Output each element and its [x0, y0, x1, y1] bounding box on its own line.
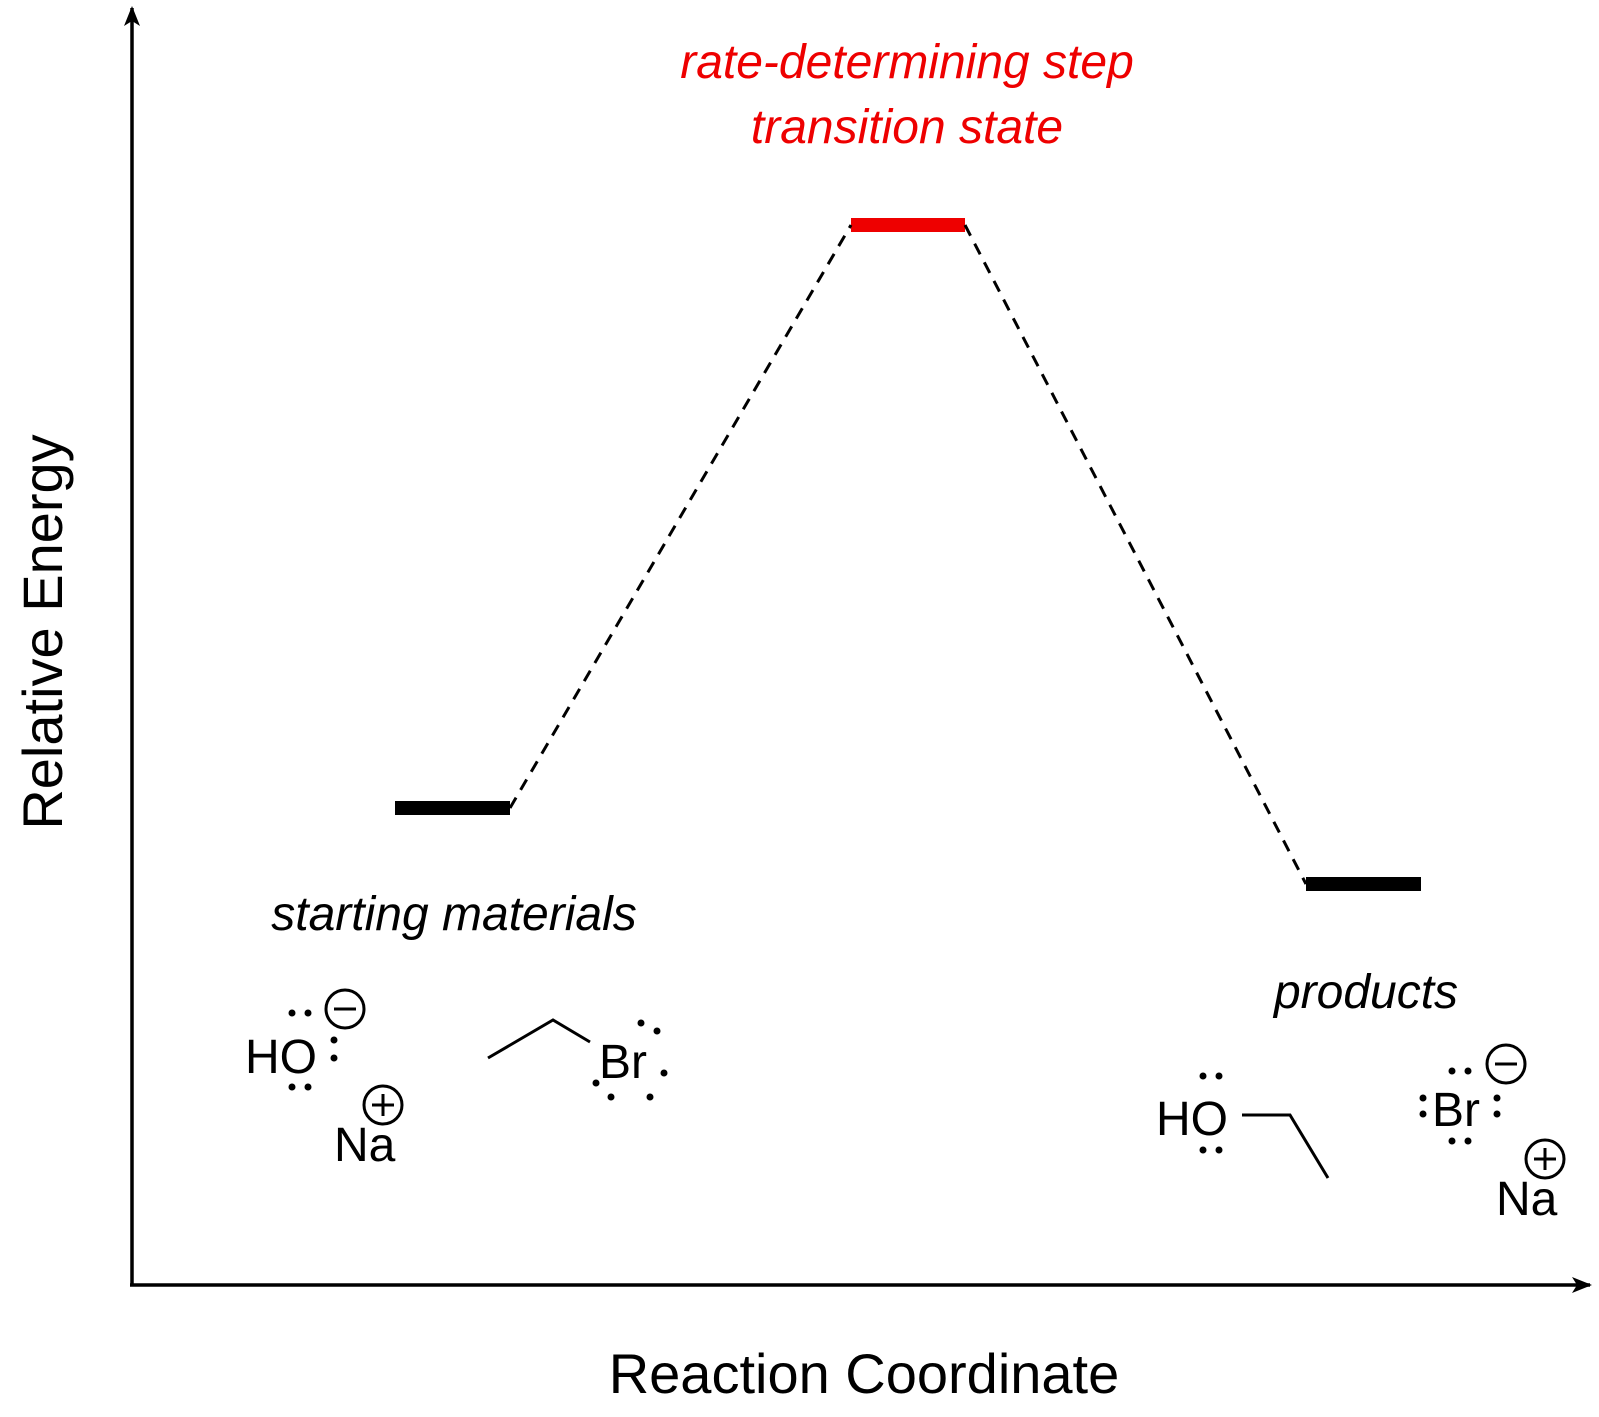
hydroxide-atom-label: HO — [245, 1031, 317, 1084]
bromide-lone-pairs — [1419, 1067, 1501, 1145]
bromine-atom-label: Br — [599, 1036, 647, 1089]
bromide-negative-charge-icon — [1485, 1043, 1527, 1085]
negative-charge-icon — [324, 988, 366, 1030]
bromoethane-bonds — [487, 1018, 591, 1060]
products-label: products — [1272, 966, 1458, 1019]
ethanol-hydroxyl-label: HO — [1156, 1093, 1228, 1146]
ethanol-bonds — [1242, 1113, 1330, 1179]
reaction-path-descending — [963, 224, 1308, 885]
bromide-atom-label: Br — [1432, 1084, 1480, 1137]
bromoethane-structure: Br — [487, 1018, 668, 1101]
starting-materials-label: starting materials — [271, 888, 636, 941]
sodium-positive-charge-icon — [1524, 1138, 1566, 1180]
sodium-hydroxide-structure: HO Na — [245, 988, 404, 1172]
y-axis-label: Relative Energy — [11, 434, 74, 829]
transition-state-label-line1: rate-determining step — [680, 36, 1134, 89]
reaction-path-ascending — [508, 224, 853, 809]
positive-charge-icon — [362, 1084, 404, 1126]
sodium-bromide-structure: Br Na — [1419, 1043, 1566, 1226]
ethanol-structure: HO — [1156, 1072, 1330, 1179]
x-axis-label: Reaction Coordinate — [609, 1342, 1120, 1405]
transition-state-label-line2: transition state — [751, 101, 1063, 154]
hydroxide-lone-pairs — [288, 1009, 338, 1091]
bromine-lone-pairs — [592, 1019, 668, 1101]
sodium-product-atom-label: Na — [1496, 1173, 1558, 1226]
ethanol-lone-pairs — [1199, 1072, 1223, 1154]
sodium-atom-label: Na — [334, 1119, 396, 1172]
